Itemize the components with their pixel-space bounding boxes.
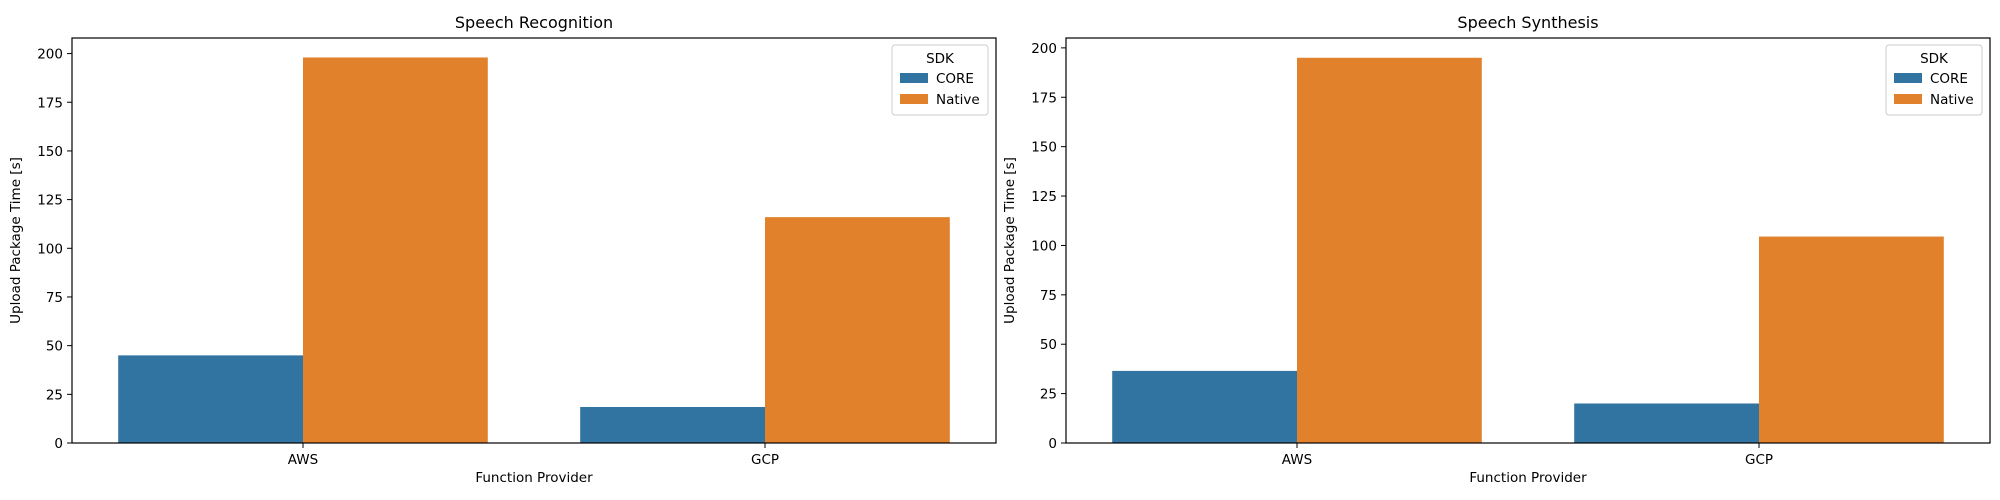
chart-title: Speech Recognition xyxy=(455,13,613,32)
bar-aws-native xyxy=(1297,57,1482,443)
x-axis-ticks: AWS GCP xyxy=(288,443,779,468)
x-tick-label-aws: AWS xyxy=(1282,452,1312,468)
bar-gcp-native xyxy=(1759,236,1944,443)
y-tick-label: 100 xyxy=(1031,238,1057,254)
legend-label-core: CORE xyxy=(1930,71,1968,87)
legend-label-native: Native xyxy=(936,92,980,108)
y-axis-ticks: 0 25 50 75 100 125 150 175 200 xyxy=(37,47,72,452)
chart-panel-speech-synthesis: 0 25 50 75 100 125 150 175 200 AWS GCP Speech Syn… xyxy=(1002,13,1991,486)
legend-swatch-native xyxy=(1894,94,1922,104)
y-tick-label: 100 xyxy=(37,241,63,257)
y-tick-label: 150 xyxy=(1031,140,1057,156)
bar-gcp-core xyxy=(1574,403,1759,443)
x-axis-ticks: AWS GCP xyxy=(1282,443,1773,468)
y-axis-label: Upload Package Time [s] xyxy=(1002,157,1018,324)
y-tick-label: 125 xyxy=(37,193,63,209)
legend-title: SDK xyxy=(1920,51,1949,67)
y-tick-label: 150 xyxy=(37,144,63,160)
legend-swatch-core xyxy=(900,73,928,83)
y-tick-label: 75 xyxy=(46,290,63,306)
x-axis-label: Function Provider xyxy=(1469,470,1587,486)
legend-swatch-core xyxy=(1894,73,1922,83)
y-tick-label: 175 xyxy=(37,95,63,111)
bar-gcp-core xyxy=(580,406,765,443)
chart-title: Speech Synthesis xyxy=(1457,13,1598,32)
y-tick-label: 0 xyxy=(54,436,63,452)
plot-frame xyxy=(1065,37,1991,444)
y-tick-label: 125 xyxy=(1031,189,1057,205)
y-tick-label: 25 xyxy=(46,387,63,403)
bars xyxy=(118,57,950,443)
bar-aws-core xyxy=(1112,370,1297,443)
legend-label-native: Native xyxy=(1930,92,1974,108)
bar-aws-native xyxy=(303,57,488,443)
bar-aws-core xyxy=(118,355,303,443)
x-tick-label-aws: AWS xyxy=(288,452,318,468)
y-tick-label: 0 xyxy=(1048,436,1057,452)
legend-swatch-native xyxy=(900,94,928,104)
y-tick-label: 200 xyxy=(1031,41,1057,57)
legend: SDK CORE Native xyxy=(1885,44,1983,116)
chart-panel-speech-recognition: 0 25 50 75 100 125 150 175 200 AWS GCP Speech Rec… xyxy=(8,13,997,486)
plot-frame xyxy=(71,37,997,444)
y-tick-label: 50 xyxy=(1040,337,1057,353)
legend-title: SDK xyxy=(926,51,955,67)
bar-gcp-native xyxy=(765,217,950,443)
y-tick-label: 200 xyxy=(37,47,63,63)
y-tick-label: 75 xyxy=(1040,288,1057,304)
x-axis-label: Function Provider xyxy=(475,470,593,486)
y-axis-label: Upload Package Time [s] xyxy=(8,157,24,324)
y-tick-label: 25 xyxy=(1040,387,1057,403)
bars xyxy=(1112,57,1944,443)
x-tick-label-gcp: GCP xyxy=(751,452,779,468)
y-tick-label: 50 xyxy=(46,339,63,355)
y-axis-ticks: 0 25 50 75 100 125 150 175 200 xyxy=(1031,41,1066,452)
legend-label-core: CORE xyxy=(936,71,974,87)
x-tick-label-gcp: GCP xyxy=(1745,452,1773,468)
y-tick-label: 175 xyxy=(1031,90,1057,106)
legend: SDK CORE Native xyxy=(891,44,989,116)
